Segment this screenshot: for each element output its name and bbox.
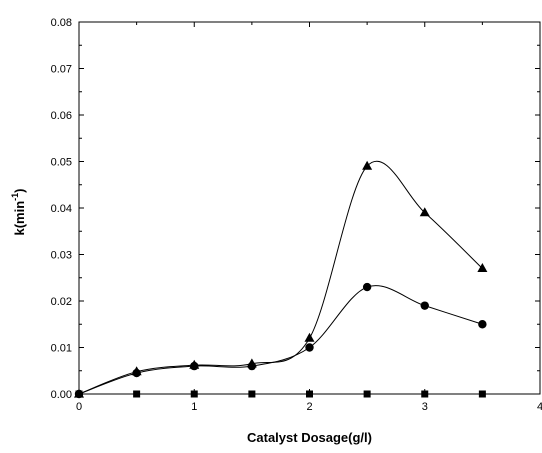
y-tick-label: 0.06	[51, 110, 72, 122]
circle-marker	[362, 282, 372, 292]
square-marker	[190, 390, 198, 398]
triangle-marker	[304, 332, 315, 342]
series-layer	[74, 160, 488, 399]
x-tick-label: 1	[191, 401, 197, 413]
x-tick-label: 2	[306, 401, 312, 413]
x-tick-label: 4	[537, 401, 542, 413]
y-axis-ticks: 0.00 0.01 0.02 0.03 0.04 0.05 0.06 0.07 0.08	[51, 17, 540, 401]
y-tick-label: 0.00	[51, 389, 72, 401]
y-tick-label: 0.08	[51, 17, 72, 29]
triangle-marker	[246, 358, 257, 368]
series-square	[75, 390, 486, 398]
triangle-marker	[477, 263, 488, 273]
series-triangle	[74, 160, 488, 398]
y-axis-title: k(min-1)	[10, 188, 27, 235]
circle-marker	[478, 320, 487, 329]
y-tick-label: 0.01	[51, 343, 72, 355]
y-tick-label: 0.07	[51, 64, 72, 76]
y-tick-label: 0.04	[51, 203, 72, 215]
y-tick-label: 0.03	[51, 250, 72, 262]
square-marker	[133, 390, 141, 398]
y-axis-title-close: )	[12, 188, 27, 192]
square-marker	[363, 390, 371, 398]
square-marker	[421, 390, 429, 398]
triangle-marker	[189, 359, 200, 369]
triangle-marker	[74, 388, 84, 398]
y-axis-title-superscript: -1	[10, 193, 20, 201]
x-tick-label: 0	[76, 401, 82, 413]
y-axis-title-main: k(min	[12, 201, 27, 236]
x-axis-ticks: 0 1 2 3 4	[76, 22, 542, 413]
square-marker	[478, 390, 486, 398]
triangle-marker	[362, 160, 373, 170]
y-tick-label: 0.05	[51, 157, 72, 169]
series-line	[78, 285, 483, 395]
square-marker	[306, 390, 313, 398]
x-axis-title: Catalyst Dosage(g/l)	[247, 430, 372, 445]
y-tick-label: 0.02	[51, 296, 72, 308]
series-circle	[74, 282, 487, 399]
square-marker	[248, 390, 256, 398]
triangle-marker	[419, 207, 430, 217]
series-line	[78, 160, 483, 395]
triangle-marker	[131, 366, 142, 376]
circle-marker	[305, 343, 314, 352]
x-tick-label: 3	[422, 401, 428, 413]
circle-marker	[420, 301, 429, 310]
